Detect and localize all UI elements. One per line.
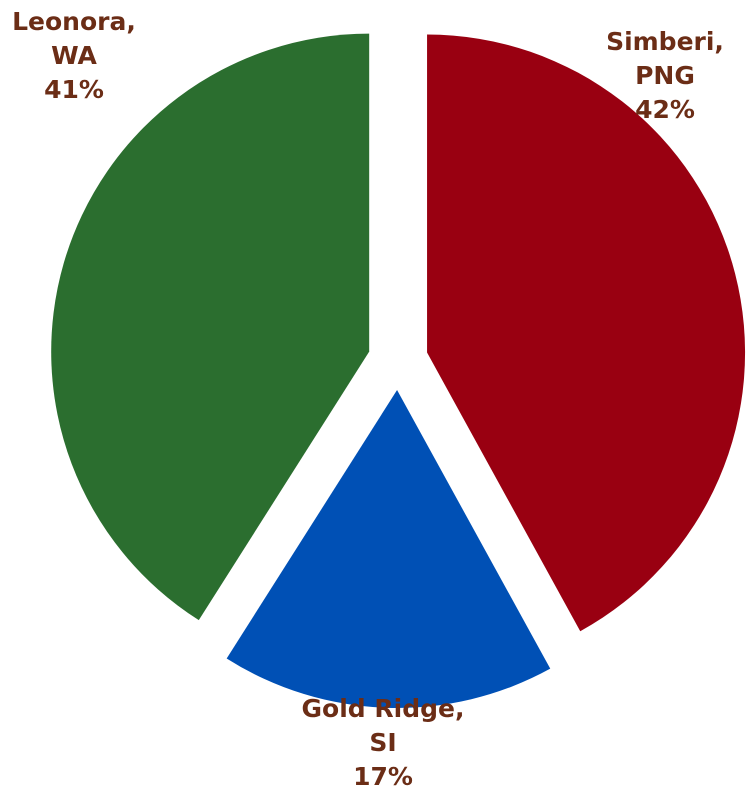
slice-name-label: SI: [369, 728, 396, 757]
slice-label-1: Simberi, PNG 42%: [606, 27, 724, 124]
slice-name-label: PNG: [635, 61, 695, 90]
slice-name-label: Simberi,: [606, 27, 724, 56]
pie-slice-2: [226, 389, 551, 708]
slice-percent-label: 17%: [353, 762, 413, 791]
pie-slice-1: [427, 34, 746, 632]
labels-layer: Simberi, PNG 42% Gold Ridge, SI 17% Leonora, WA…: [12, 7, 724, 791]
pie-slice-3: [51, 33, 370, 621]
slice-percent-label: 41%: [44, 75, 104, 104]
slice-label-2: Gold Ridge, SI 17%: [302, 694, 465, 791]
slice-name-label: WA: [51, 41, 97, 70]
slices-layer: [51, 33, 746, 708]
slice-label-3: Leonora, WA 41%: [12, 7, 136, 104]
slice-percent-label: 42%: [635, 95, 695, 124]
slice-name-label: Gold Ridge,: [302, 694, 465, 723]
slice-name-label: Leonora,: [12, 7, 136, 36]
